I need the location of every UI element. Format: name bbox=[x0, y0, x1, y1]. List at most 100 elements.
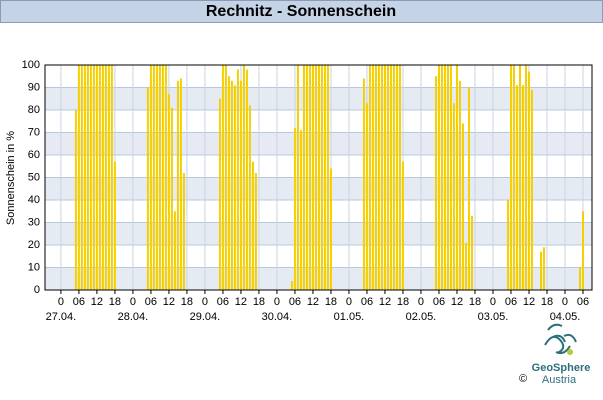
bar bbox=[512, 65, 515, 290]
bar bbox=[542, 247, 545, 290]
bar bbox=[434, 76, 437, 290]
bar bbox=[152, 65, 155, 290]
bar bbox=[302, 65, 305, 290]
date-label: 02.05. bbox=[406, 311, 437, 323]
x-tick-label: 12 bbox=[91, 296, 103, 308]
bar bbox=[164, 65, 167, 290]
bar bbox=[377, 65, 380, 290]
bar bbox=[452, 103, 455, 290]
x-tick-label: 0 bbox=[346, 296, 352, 308]
bar bbox=[233, 85, 236, 290]
chart-title: Rechnitz - Sonnenschein bbox=[206, 3, 396, 20]
bar bbox=[440, 65, 443, 290]
x-tick-label: 12 bbox=[523, 296, 535, 308]
bar bbox=[254, 173, 257, 290]
bar bbox=[239, 80, 242, 290]
bar bbox=[461, 123, 464, 290]
bar bbox=[521, 85, 524, 290]
bar bbox=[458, 80, 461, 290]
bar bbox=[113, 161, 116, 290]
x-tick-label: 0 bbox=[130, 296, 136, 308]
y-tick-label: 0 bbox=[34, 284, 40, 296]
logo: GeoSphere Austria © bbox=[519, 323, 591, 386]
copyright: © bbox=[519, 373, 527, 385]
bar bbox=[320, 65, 323, 290]
bar bbox=[392, 65, 395, 290]
bar bbox=[389, 65, 392, 290]
bar bbox=[101, 65, 104, 290]
bar bbox=[80, 65, 83, 290]
bar bbox=[296, 65, 299, 290]
bar bbox=[110, 65, 113, 290]
bar bbox=[227, 76, 230, 290]
y-tick-label: 80 bbox=[28, 104, 40, 116]
bar bbox=[308, 65, 311, 290]
bar bbox=[92, 65, 95, 290]
date-label: 01.05. bbox=[334, 311, 365, 323]
bar bbox=[224, 65, 227, 290]
bar bbox=[380, 65, 383, 290]
bar bbox=[539, 251, 542, 290]
bar bbox=[170, 107, 173, 290]
x-tick-label: 0 bbox=[418, 296, 424, 308]
bar bbox=[74, 110, 77, 290]
x-tick-label: 12 bbox=[379, 296, 391, 308]
x-tick-label: 18 bbox=[469, 296, 481, 308]
bar bbox=[95, 65, 98, 290]
bar bbox=[248, 105, 251, 290]
bar bbox=[104, 65, 107, 290]
bar bbox=[362, 78, 365, 290]
date-label: 29.04. bbox=[190, 311, 221, 323]
x-tick-label: 0 bbox=[562, 296, 568, 308]
bar bbox=[311, 65, 314, 290]
bar bbox=[374, 65, 377, 290]
bar bbox=[314, 65, 317, 290]
y-tick-label: 10 bbox=[28, 261, 40, 273]
bar bbox=[77, 65, 80, 290]
bar bbox=[89, 65, 92, 290]
bar bbox=[329, 168, 332, 290]
bar bbox=[317, 65, 320, 290]
x-tick-label: 18 bbox=[109, 296, 121, 308]
bar bbox=[221, 65, 224, 290]
bar bbox=[83, 65, 86, 290]
bar bbox=[299, 130, 302, 290]
x-tick-label: 12 bbox=[163, 296, 175, 308]
x-tick-label: 12 bbox=[235, 296, 247, 308]
bar bbox=[368, 65, 371, 290]
x-tick-label: 0 bbox=[490, 296, 496, 308]
x-tick-label: 06 bbox=[505, 296, 517, 308]
x-tick-label: 18 bbox=[181, 296, 193, 308]
x-tick-label: 12 bbox=[307, 296, 319, 308]
bar bbox=[455, 65, 458, 290]
y-axis-label: Sonnenschein in % bbox=[5, 131, 17, 225]
bar bbox=[98, 65, 101, 290]
bar bbox=[581, 211, 584, 290]
logo-sub: Austria bbox=[542, 374, 577, 386]
bar bbox=[467, 87, 470, 290]
date-label: 03.05. bbox=[478, 311, 509, 323]
bar bbox=[530, 89, 533, 290]
x-tick-label: 06 bbox=[145, 296, 157, 308]
date-label: 28.04. bbox=[118, 311, 149, 323]
y-tick-label: 40 bbox=[28, 194, 40, 206]
x-tick-label: 0 bbox=[202, 296, 208, 308]
date-label: 27.04. bbox=[46, 311, 77, 323]
x-tick-label: 18 bbox=[541, 296, 553, 308]
bar bbox=[245, 69, 248, 290]
bar bbox=[146, 87, 149, 290]
bar bbox=[386, 65, 389, 290]
bar bbox=[149, 65, 152, 290]
logo-mark bbox=[544, 323, 577, 355]
x-tick-label: 06 bbox=[217, 296, 229, 308]
bar bbox=[167, 94, 170, 290]
bar bbox=[446, 65, 449, 290]
bar bbox=[398, 65, 401, 290]
bar bbox=[86, 65, 89, 290]
x-tick-label: 06 bbox=[577, 296, 589, 308]
logo-name: GeoSphere bbox=[532, 362, 591, 374]
y-tick-label: 70 bbox=[28, 126, 40, 138]
bar bbox=[437, 65, 440, 290]
